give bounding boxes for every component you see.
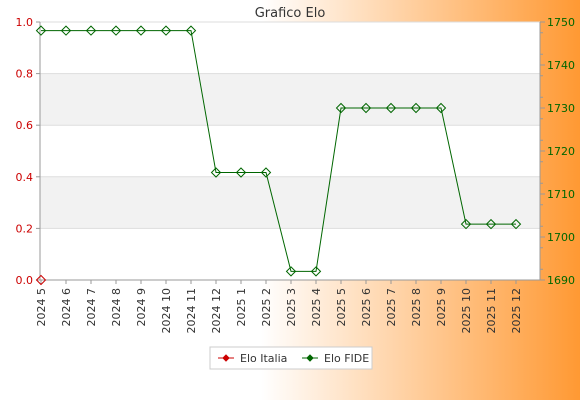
x-tick-label: 2024 7: [85, 288, 98, 327]
data-point: [160, 25, 172, 36]
legend-swatch-marker: [306, 354, 314, 362]
data-point: [285, 266, 297, 277]
x-tick-label: 2025 12: [510, 288, 523, 334]
right-tick-label: 1690: [547, 274, 575, 287]
left-tick-label: 0.4: [16, 171, 34, 184]
data-point: [85, 25, 97, 36]
legend-label: Elo FIDE: [324, 352, 369, 365]
left-tick-label: 0.2: [16, 222, 34, 235]
data-point: [435, 102, 447, 114]
data-point: [35, 25, 47, 36]
left-tick-label: 0.0: [16, 274, 34, 287]
data-point: [60, 25, 72, 36]
data-point: [385, 102, 397, 114]
legend: Elo Italia Elo FIDE: [209, 346, 373, 370]
right-tick-label: 1740: [547, 59, 575, 72]
legend-swatch-marker: [222, 354, 230, 362]
legend-box: [209, 346, 373, 370]
data-point: [185, 25, 197, 36]
x-tick-label: 2025 4: [310, 288, 323, 327]
data-point: [210, 167, 222, 178]
data-point: [485, 218, 497, 230]
x-tick-label: 2025 3: [285, 288, 298, 327]
data-point: [135, 25, 147, 36]
grid-band: [40, 176, 540, 229]
x-tick-label: 2024 9: [135, 288, 148, 327]
right-tick-label: 1750: [547, 16, 575, 29]
data-point: [235, 167, 247, 178]
data-point: [410, 102, 422, 114]
x-tick-label: 2024 11: [185, 288, 198, 334]
right-tick-label: 1710: [547, 188, 575, 201]
x-tick-label: 2025 8: [410, 288, 423, 327]
data-point: [510, 218, 522, 230]
plot-area: [40, 22, 540, 280]
data-point: [35, 274, 47, 286]
grid-band: [40, 73, 540, 126]
data-point: [310, 266, 322, 277]
data-point: [460, 218, 472, 230]
legend-label: Elo Italia: [240, 352, 287, 365]
right-tick-label: 1730: [547, 102, 575, 115]
data-point: [110, 25, 122, 36]
x-tick-label: 2025 10: [460, 288, 473, 334]
x-tick-label: 2025 5: [335, 288, 348, 327]
data-point: [260, 167, 272, 178]
x-tick-label: 2024 8: [110, 288, 123, 327]
x-tick-label: 2025 6: [360, 288, 373, 327]
left-tick-label: 0.8: [16, 68, 34, 81]
x-tick-label: 2024 10: [160, 288, 173, 334]
chart-title: Grafico Elo: [255, 6, 326, 21]
left-tick-label: 1.0: [16, 16, 34, 29]
data-point: [335, 102, 347, 114]
right-tick-label: 1700: [547, 231, 575, 244]
x-tick-label: 2024 6: [60, 288, 73, 327]
x-tick-label: 2024 12: [210, 288, 223, 334]
right-tick-label: 1720: [547, 145, 575, 158]
x-tick-label: 2025 7: [385, 288, 398, 327]
x-tick-label: 2025 1: [235, 288, 248, 327]
left-tick-label: 0.6: [16, 119, 34, 132]
data-point: [360, 102, 372, 114]
x-tick-label: 2025 9: [435, 288, 448, 327]
x-tick-label: 2025 11: [485, 288, 498, 334]
x-tick-label: 2024 5: [35, 288, 48, 327]
x-tick-label: 2025 2: [260, 288, 273, 327]
